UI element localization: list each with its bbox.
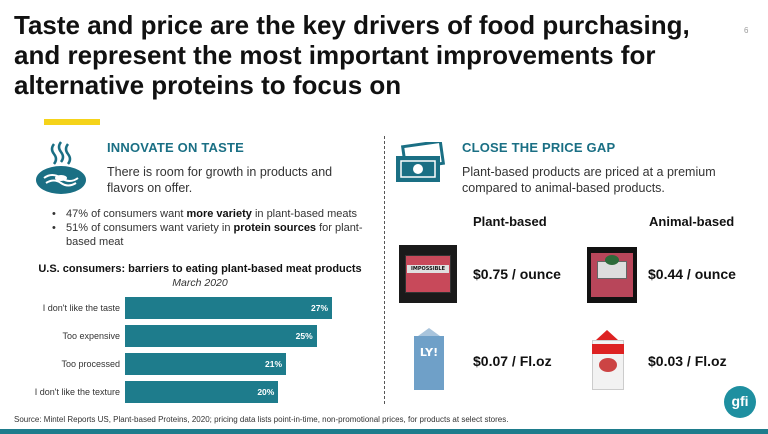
taste-description: There is room for growth in products and… — [107, 165, 333, 195]
slide-title: Taste and price are the key drivers of f… — [14, 10, 690, 100]
chart-title: U.S. consumers: barriers to eating plant… — [38, 263, 362, 275]
accent-bar — [44, 119, 100, 125]
dairy-milk-carton-image — [590, 330, 626, 390]
bar-row: Too processed 21% — [0, 353, 360, 375]
plant-based-column-header: Plant-based — [473, 214, 547, 229]
bar: 27% — [125, 297, 332, 319]
page-number: 6 — [744, 26, 749, 35]
bottom-accent-line — [0, 429, 768, 434]
plant-meat-price: $0.75 / ounce — [473, 266, 561, 282]
bar-category-label: Too expensive — [62, 331, 120, 341]
bar-row: Too expensive 25% — [0, 325, 360, 347]
chart-subtitle: March 2020 — [172, 277, 228, 289]
bar-value-label: 27% — [310, 303, 328, 313]
bar-category-label: I don't like the taste — [42, 303, 120, 313]
animal-meat-price: $0.44 / ounce — [648, 266, 736, 282]
money-icon — [396, 142, 446, 182]
bar-category-label: Too processed — [61, 359, 120, 369]
price-heading: CLOSE THE PRICE GAP — [462, 140, 616, 155]
impossible-product-image: IMPOSSIBLE — [399, 245, 457, 303]
animal-milk-price: $0.03 / Fl.oz — [648, 353, 727, 369]
bar: 25% — [125, 325, 317, 347]
source-footnote: Source: Mintel Reports US, Plant-based P… — [14, 415, 509, 424]
oatly-brand-label: LY! — [419, 346, 439, 359]
food-bowl-icon — [36, 141, 86, 194]
price-description: Plant-based products are priced at a pre… — [462, 165, 716, 195]
oatly-carton-image: LY! — [412, 328, 446, 390]
taste-heading: INNOVATE ON TASTE — [107, 140, 245, 155]
bar-row: I don't like the texture 20% — [0, 381, 360, 403]
bar-row: I don't like the taste 27% — [0, 297, 360, 319]
bar: 20% — [125, 381, 279, 403]
plant-milk-price: $0.07 / Fl.oz — [473, 353, 552, 369]
bar: 21% — [125, 353, 286, 375]
section-divider — [384, 136, 385, 404]
animal-based-column-header: Animal-based — [649, 214, 735, 229]
bar-value-label: 20% — [257, 387, 275, 397]
taste-bullets: 47% of consumers want more variety in pl… — [52, 207, 372, 249]
bullet-variety: 47% of consumers want more variety in pl… — [52, 207, 372, 221]
bar-category-label: I don't like the texture — [34, 387, 120, 397]
gfi-logo: gfi — [724, 386, 756, 418]
impossible-brand-label: IMPOSSIBLE — [407, 265, 449, 273]
bar-value-label: 21% — [264, 359, 282, 369]
beef-product-image — [587, 247, 637, 303]
bullet-protein-sources: 51% of consumers want variety in protein… — [52, 221, 372, 249]
bar-value-label: 25% — [295, 331, 313, 341]
